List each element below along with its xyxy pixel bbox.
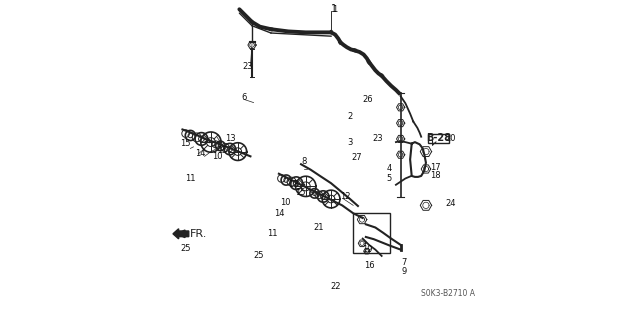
FancyBboxPatch shape <box>428 134 449 143</box>
Text: 5: 5 <box>387 174 392 183</box>
Text: 14: 14 <box>274 209 285 218</box>
Text: 10: 10 <box>212 152 223 161</box>
Text: 4: 4 <box>387 165 392 174</box>
Text: 27: 27 <box>351 153 362 162</box>
Text: 12: 12 <box>340 192 350 201</box>
Text: 26: 26 <box>363 95 373 104</box>
Text: 1: 1 <box>331 4 337 14</box>
Text: 3: 3 <box>347 137 352 147</box>
Text: 22: 22 <box>330 282 340 291</box>
Text: 23: 23 <box>243 62 253 71</box>
Text: 14: 14 <box>195 149 205 158</box>
Text: 20: 20 <box>445 134 456 144</box>
Text: 11: 11 <box>267 229 277 238</box>
Text: 15: 15 <box>294 188 305 197</box>
Text: 10: 10 <box>280 198 291 207</box>
Text: 25: 25 <box>253 251 264 260</box>
Text: 17: 17 <box>430 163 441 172</box>
Text: 7: 7 <box>401 258 407 267</box>
Text: 13: 13 <box>225 134 236 144</box>
Text: 23: 23 <box>372 134 383 144</box>
Text: 15: 15 <box>180 139 191 148</box>
Text: S0K3-B2710 A: S0K3-B2710 A <box>421 289 475 298</box>
Text: B-28: B-28 <box>426 133 451 143</box>
Text: 9: 9 <box>401 267 407 276</box>
Text: FR.: FR. <box>190 229 208 239</box>
Text: 25: 25 <box>180 243 191 253</box>
Text: 2: 2 <box>348 112 353 121</box>
Text: 1: 1 <box>332 5 337 14</box>
FancyArrow shape <box>173 229 189 239</box>
Text: 11: 11 <box>185 174 195 183</box>
Text: 6: 6 <box>241 93 246 102</box>
Text: 21: 21 <box>313 223 324 232</box>
Text: 8: 8 <box>301 157 307 166</box>
Text: 16: 16 <box>364 261 374 270</box>
Text: 13: 13 <box>289 180 299 189</box>
Text: 15: 15 <box>217 145 228 154</box>
Text: 19: 19 <box>362 245 372 254</box>
Text: 24: 24 <box>445 199 456 208</box>
Text: 18: 18 <box>430 171 441 181</box>
